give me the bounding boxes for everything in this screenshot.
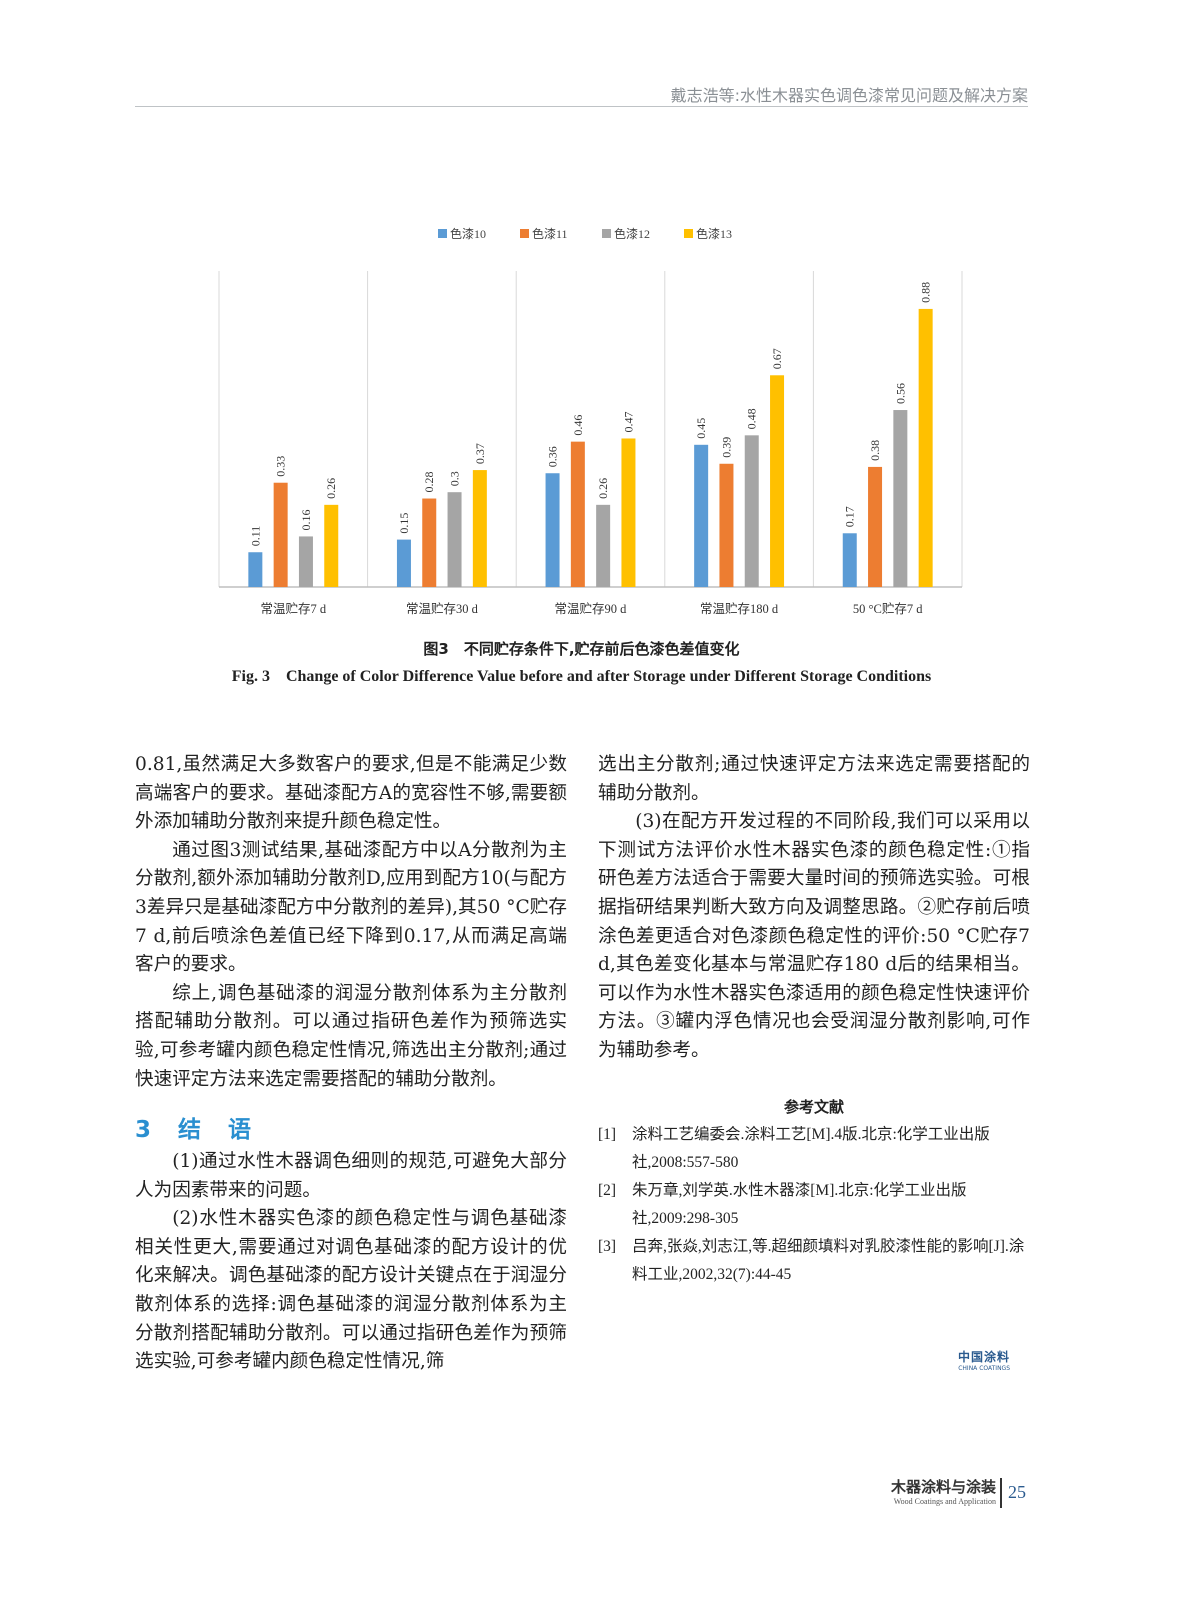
x-tick-label: 50 °C贮存7 d <box>853 601 923 616</box>
bar <box>770 375 785 587</box>
data-label: 0.26 <box>324 478 338 499</box>
data-label: 0.88 <box>919 282 933 303</box>
bar <box>472 470 487 587</box>
journal-name-en: Wood Coatings and Application <box>893 1497 996 1506</box>
page-number: 25 <box>1008 1482 1026 1502</box>
data-label: 0.67 <box>770 348 784 369</box>
bar <box>719 463 734 587</box>
reference-item: [2] 朱万章,刘学英.水性木器漆[M].北京:化学工业出版社,2009:298… <box>598 1177 1030 1233</box>
legend-swatch <box>520 229 529 238</box>
paragraph: 综上,调色基础漆的润湿分散剂体系为主分散剂搭配辅助分散剂。可以通过指研色差作为预… <box>135 982 567 1090</box>
paragraph: (3)在配方开发过程的不同阶段,我们可以采用以下测试方法评价水性木器实色漆的颜色… <box>598 811 1030 1061</box>
bar <box>545 473 560 587</box>
data-label: 0.39 <box>719 437 733 458</box>
footer-divider <box>1000 1478 1002 1508</box>
legend-label: 色漆11 <box>532 227 568 241</box>
bar <box>868 466 883 587</box>
reference-item: [1] 涂料工艺编委会.涂料工艺[M].4版.北京:化学工业出版社,2008:5… <box>598 1121 1030 1177</box>
data-label: 0.3 <box>448 471 462 486</box>
bar <box>596 504 611 587</box>
bar <box>324 504 339 587</box>
bar <box>570 441 585 587</box>
legend-label: 色漆12 <box>614 227 650 241</box>
data-label: 0.16 <box>299 509 313 530</box>
x-tick-label: 常温贮存90 d <box>555 601 628 616</box>
bar <box>447 492 462 587</box>
bar <box>621 438 636 587</box>
reference-item: [3] 吕奔,张焱,刘志江,等.超细颜填料对乳胶漆性能的影响[J].涂料工业,2… <box>598 1233 1030 1289</box>
data-label: 0.46 <box>571 415 585 436</box>
data-label: 0.56 <box>893 383 907 404</box>
data-label: 0.15 <box>397 513 411 534</box>
data-label: 0.38 <box>868 440 882 461</box>
x-tick-label: 常温贮存30 d <box>406 601 479 616</box>
logo-en: CHINA COATINGS <box>958 1365 1011 1372</box>
reference-number: [2] <box>598 1182 617 1199</box>
left-column-text: 0.81,虽然满足大多数客户的要求,但是不能满足少数高端客户的要求。基础漆配方A… <box>135 751 567 1094</box>
footer-journal: 木器涂料与涂装 Wood Coatings and Application <box>860 1476 996 1506</box>
bar <box>893 410 908 587</box>
paragraph: 通过图3测试结果,基础漆配方中以A分散剂为主分散剂,额外添加辅助分散剂D,应用到… <box>135 839 567 976</box>
china-coatings-logo: 中国涂料 CHINA COATINGS <box>958 1348 1010 1372</box>
reference-text: 吕奔,张焱,刘志江,等.超细颜填料对乳胶漆性能的影响[J].涂料工业,2002,… <box>632 1238 1025 1283</box>
data-label: 0.26 <box>596 478 610 499</box>
bar-chart: 色漆10 色漆11 色漆12 色漆13 0.11 0.33 0.16 0.26 常温贮存7 d 0… <box>218 227 963 616</box>
conclusion-text: (1)通过水性木器调色细则的规范,可避免大部分人为因素带来的问题。 (2)水性木… <box>135 1148 567 1377</box>
bar <box>298 536 313 587</box>
data-label: 0.36 <box>546 446 560 467</box>
data-label: 0.45 <box>694 418 708 439</box>
paragraph: 选出主分散剂;通过快速评定方法来选定需要搭配的辅助分散剂。 <box>598 754 1030 804</box>
data-label: 0.17 <box>843 506 857 527</box>
paragraph: (1)通过水性木器调色细则的规范,可避免大部分人为因素带来的问题。 <box>135 1151 567 1201</box>
bar <box>694 444 709 587</box>
bar <box>744 435 759 587</box>
right-column-text: 选出主分散剂;通过快速评定方法来选定需要搭配的辅助分散剂。 (3)在配方开发过程… <box>598 751 1030 1066</box>
reference-text: 朱万章,刘学英.水性木器漆[M].北京:化学工业出版社,2009:298-305 <box>632 1182 967 1227</box>
legend-label: 色漆10 <box>450 227 486 241</box>
x-tick-label: 常温贮存7 d <box>260 601 326 616</box>
bar <box>396 539 411 587</box>
legend-swatch <box>684 229 693 238</box>
section-heading: 3 结 语 <box>135 1117 254 1143</box>
data-label: 0.48 <box>745 408 759 429</box>
bar <box>273 482 288 587</box>
figure-caption-en: Fig. 3 Change of Color Difference Value … <box>231 668 932 685</box>
reference-text: 涂料工艺编委会.涂料工艺[M].4版.北京:化学工业出版社,2008:557-5… <box>632 1126 990 1171</box>
legend-swatch <box>602 229 611 238</box>
data-label: 0.33 <box>274 456 288 477</box>
references-title: 参考文献 <box>783 1098 844 1116</box>
paragraph: (2)水性木器实色漆的颜色稳定性与调色基础漆相关性更大,需要通过对调色基础漆的配… <box>135 1208 567 1373</box>
bar <box>842 533 857 587</box>
reference-number: [3] <box>598 1238 617 1255</box>
legend-label: 色漆13 <box>696 227 732 241</box>
paragraph: 0.81,虽然满足大多数客户的要求,但是不能满足少数高端客户的要求。基础漆配方A… <box>135 754 567 833</box>
bar <box>422 498 437 587</box>
figure-caption-cn: 图3 不同贮存条件下,贮存前后色漆色差值变化 <box>423 640 740 658</box>
header-rule <box>135 106 1028 107</box>
bar <box>248 552 263 587</box>
bar <box>918 308 933 587</box>
data-label: 0.28 <box>422 472 436 493</box>
running-title: 戴志浩等:水性木器实色调色漆常见问题及解决方案 <box>670 86 1028 105</box>
legend-swatch <box>438 229 447 238</box>
reference-number: [1] <box>598 1126 617 1143</box>
data-label: 0.37 <box>473 443 487 464</box>
data-label: 0.47 <box>621 411 635 432</box>
journal-name-cn: 木器涂料与涂装 <box>890 1478 996 1496</box>
logo-cn: 中国涂料 <box>958 1350 1011 1364</box>
x-tick-label: 常温贮存180 d <box>700 601 779 616</box>
data-label: 0.11 <box>248 526 262 547</box>
